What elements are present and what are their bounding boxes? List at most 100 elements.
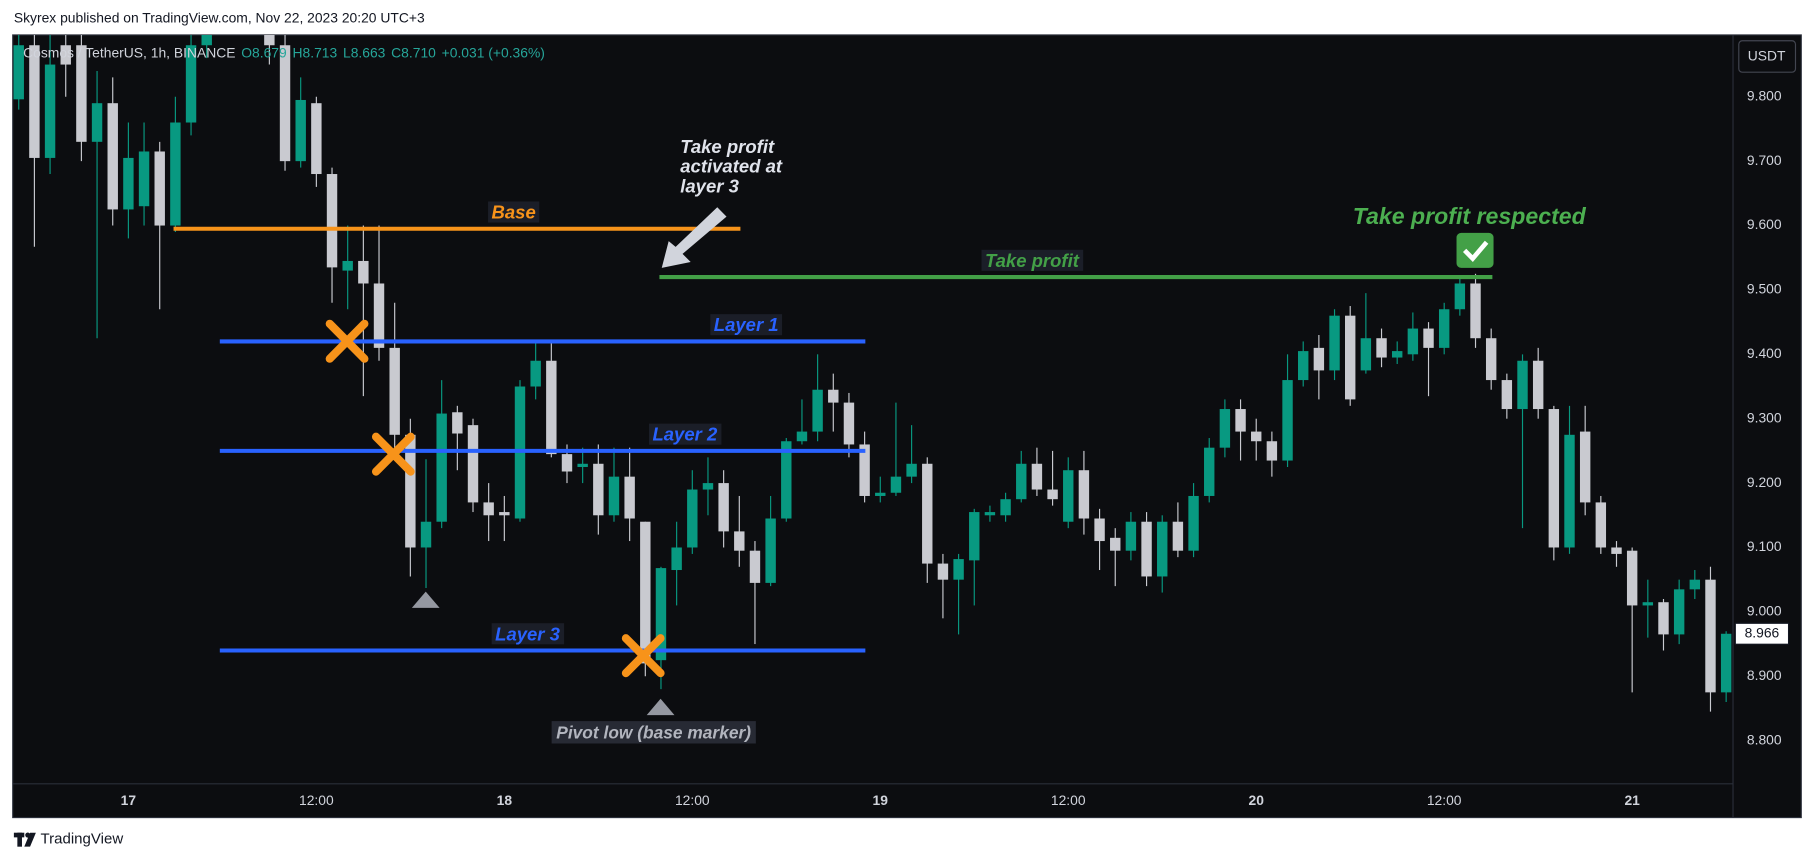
candle-body bbox=[1298, 351, 1309, 381]
candle-body bbox=[107, 103, 118, 210]
candle-body bbox=[1423, 328, 1434, 348]
candle-body bbox=[326, 174, 338, 268]
level-label-bg bbox=[488, 201, 540, 223]
candle-body bbox=[1125, 521, 1137, 551]
candle-body bbox=[875, 492, 886, 496]
candle-body bbox=[1579, 431, 1591, 503]
overlay: TradingView Cosmos / TetherUS, 1h, BINAN… bbox=[13, 44, 1790, 848]
y-tick-label: 9.700 bbox=[1747, 152, 1782, 168]
note-text: Pivot low (base marker) bbox=[556, 722, 751, 742]
candle-body bbox=[1157, 521, 1168, 577]
candle-body bbox=[138, 151, 150, 207]
candle-body bbox=[1188, 495, 1199, 551]
last-price-label: 8.966 bbox=[1745, 624, 1780, 640]
x-tick-label: 12:00 bbox=[675, 792, 710, 808]
candle-body bbox=[1532, 360, 1544, 410]
level-label-bg bbox=[710, 314, 783, 336]
y-tick-label: 9.300 bbox=[1747, 409, 1782, 425]
note-text: Take profit respected bbox=[1353, 203, 1587, 229]
candle-body bbox=[452, 412, 463, 434]
level-label: Layer 2 bbox=[652, 424, 717, 445]
candle-body bbox=[358, 260, 369, 284]
candle-body bbox=[342, 260, 353, 271]
candle-body bbox=[185, 45, 197, 123]
candle-body bbox=[718, 483, 729, 532]
currency-box[interactable] bbox=[1738, 40, 1797, 73]
candle-body bbox=[389, 347, 400, 435]
candle-body bbox=[843, 402, 855, 445]
candle-body bbox=[546, 360, 557, 455]
y-tick-label: 9.400 bbox=[1747, 345, 1782, 361]
marker-stroke bbox=[325, 319, 369, 363]
ohlc-value: +0.031 (+0.36%) bbox=[442, 44, 545, 60]
note-arrow bbox=[661, 207, 727, 268]
candle-body bbox=[624, 476, 635, 519]
candle-body bbox=[264, 34, 275, 46]
candle-body bbox=[969, 512, 980, 561]
candle-body bbox=[1063, 470, 1074, 522]
ohlc-value: O8.679 bbox=[241, 44, 287, 60]
candle-body bbox=[765, 518, 776, 583]
candle-body bbox=[483, 502, 494, 516]
chart-background bbox=[12, 34, 1802, 819]
candle-body bbox=[1564, 434, 1575, 548]
candle-body bbox=[1047, 489, 1058, 500]
marker-stroke bbox=[621, 634, 665, 678]
candle-body bbox=[1517, 360, 1528, 410]
candle-body bbox=[436, 413, 447, 522]
candle-body bbox=[984, 512, 996, 516]
marker-stroke bbox=[371, 432, 415, 476]
check-icon bbox=[1456, 232, 1494, 268]
candle-body bbox=[749, 550, 761, 583]
candle-body bbox=[1282, 380, 1293, 461]
candle-body bbox=[499, 512, 510, 516]
candle-body bbox=[373, 283, 385, 348]
y-tick-label: 9.600 bbox=[1747, 216, 1782, 232]
candle-body bbox=[1031, 463, 1043, 490]
candle-body bbox=[201, 34, 212, 46]
candle-body bbox=[655, 568, 667, 661]
y-tick-label: 8.800 bbox=[1747, 731, 1782, 747]
candle-body bbox=[796, 431, 808, 442]
candle-body bbox=[44, 64, 56, 158]
candle-body bbox=[1172, 521, 1184, 551]
level-label: Base bbox=[492, 201, 536, 222]
candle-body bbox=[1251, 431, 1262, 442]
candle-body bbox=[1501, 380, 1513, 410]
last-price-box bbox=[1734, 622, 1790, 645]
y-tick-label: 9.200 bbox=[1747, 474, 1782, 490]
candle-body bbox=[687, 489, 698, 548]
footer-logo bbox=[13, 832, 36, 847]
candle-body bbox=[561, 454, 573, 472]
candle-body bbox=[1141, 521, 1152, 577]
candle-body bbox=[467, 425, 479, 503]
candle-body bbox=[1219, 409, 1231, 448]
candle-body bbox=[1689, 579, 1701, 590]
x-tick-label: 12:00 bbox=[1427, 792, 1462, 808]
candle-body bbox=[1266, 441, 1278, 461]
candle-body bbox=[1376, 338, 1387, 358]
x-tick-label: 12:00 bbox=[1051, 792, 1086, 808]
candle-body bbox=[420, 521, 432, 548]
ohlc-value: H8.713 bbox=[293, 44, 338, 60]
candle-body bbox=[1391, 351, 1403, 358]
candle-body bbox=[1595, 502, 1607, 548]
candle-body bbox=[1094, 518, 1105, 542]
candle-body bbox=[91, 103, 103, 142]
entry-marker bbox=[371, 432, 415, 476]
candle-body bbox=[890, 476, 902, 493]
candle-body bbox=[1548, 409, 1560, 548]
note-text: activated at bbox=[680, 156, 783, 177]
candle-body bbox=[828, 389, 839, 403]
check-mark bbox=[1462, 240, 1489, 262]
candle-body bbox=[906, 463, 917, 477]
candle-body bbox=[1329, 315, 1340, 371]
candle-body bbox=[1673, 589, 1685, 635]
ohlc-value: C8.710 bbox=[391, 44, 436, 60]
candle-body bbox=[608, 476, 620, 516]
level-label: Layer 1 bbox=[714, 314, 779, 335]
candle-body bbox=[937, 563, 949, 580]
candle-body bbox=[170, 122, 181, 226]
symbol-name: Cosmos / TetherUS, 1h, BINANCE bbox=[23, 44, 235, 60]
